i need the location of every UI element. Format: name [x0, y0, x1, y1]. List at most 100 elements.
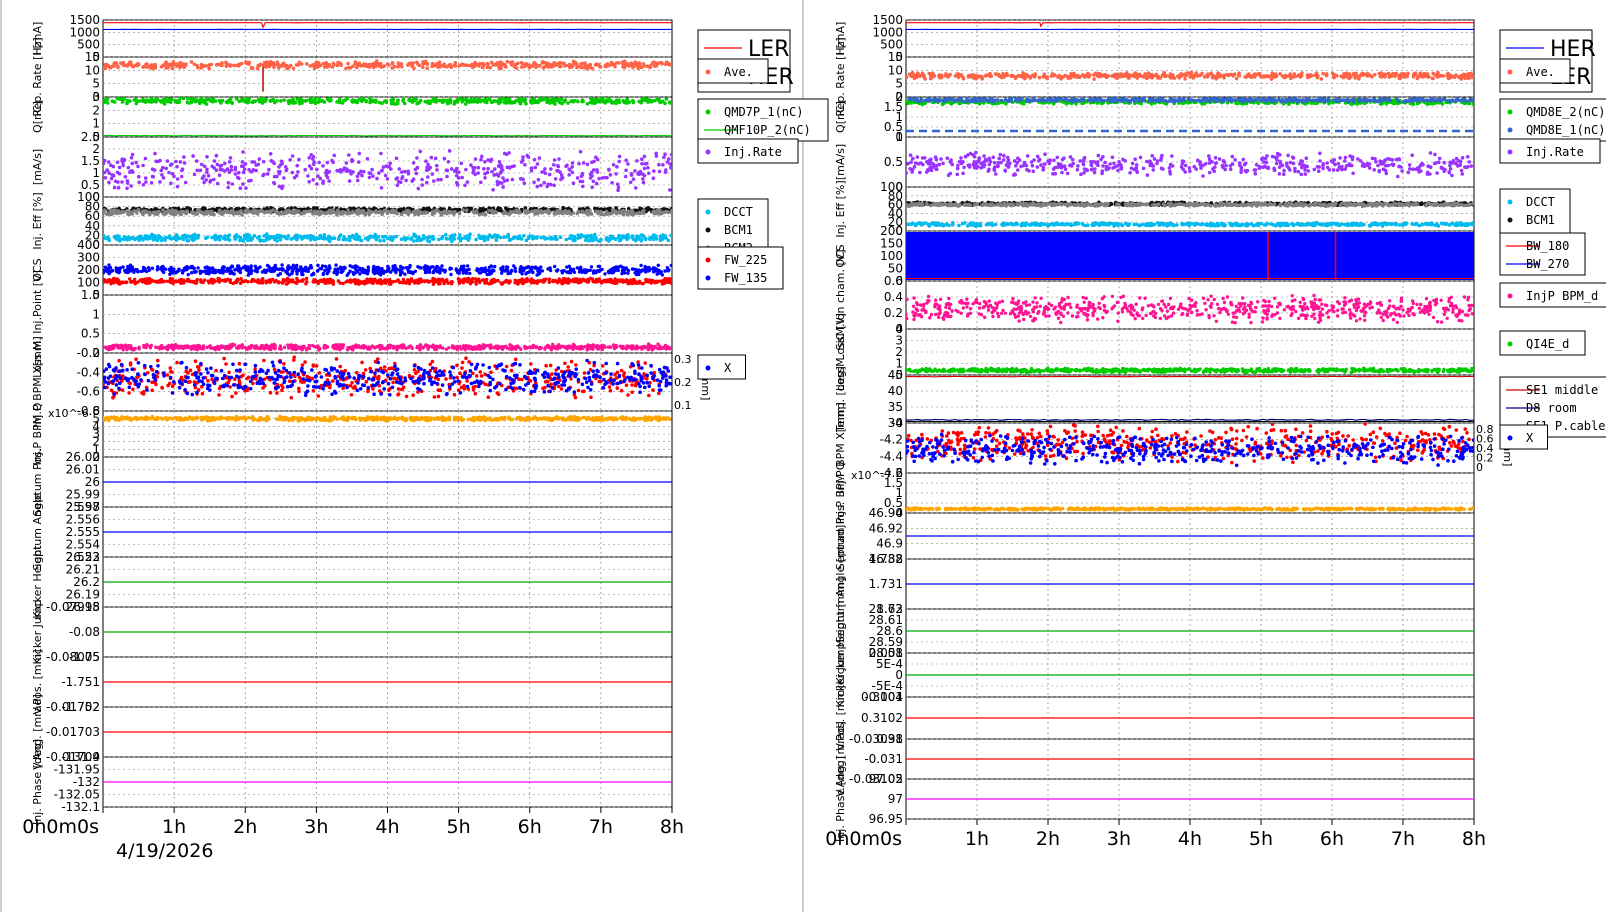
legend-label: X — [1526, 431, 1534, 445]
y-tick-label: 3 — [92, 90, 100, 104]
x-date-label: 4/19/2026 — [116, 840, 213, 862]
y-tick-label: -0.03098 — [849, 732, 903, 746]
y-tick-label: 0.4 — [884, 290, 903, 304]
y-tick-label: 97.05 — [869, 772, 903, 786]
x-tick-label: 0h0m0s — [825, 828, 902, 850]
legend-label: QI4E_d — [1526, 337, 1569, 351]
legend-swatch — [1508, 342, 1513, 347]
x-tick-label: 0h0m0s — [22, 816, 99, 838]
legend-label: Ave. — [1526, 65, 1555, 79]
legend-label: D8 room — [1526, 401, 1577, 415]
x-tick-label: 2h — [1036, 828, 1060, 850]
y-tick-label: 1 — [92, 117, 100, 131]
y-tick-label: 97 — [888, 792, 903, 806]
legend-7: QI4E_d — [1500, 331, 1585, 355]
legend-5: BW_180 BW_270 — [1500, 233, 1585, 275]
y-axis-label: Q[nC] — [834, 101, 847, 133]
y-tick-label: -0.4 — [77, 365, 100, 379]
legend-label: Inj.Rate — [1526, 145, 1584, 159]
y-tick-label: 1 — [92, 307, 100, 321]
y-tick-label: 1 — [895, 130, 903, 144]
x-tick-label: 7h — [589, 816, 613, 838]
y-tick-label: 46.94 — [869, 506, 903, 520]
legend-label: FW_225 — [724, 253, 767, 267]
x-tick-label: 8h — [1462, 828, 1486, 850]
x-tick-label: 6h — [1320, 828, 1344, 850]
y-tick-label: -0.01703 — [46, 725, 100, 739]
y-axis-label: Inj. Eff [%] — [31, 192, 44, 249]
y-tick-label: -4.2 — [880, 433, 903, 447]
legend-7: X — [698, 355, 746, 379]
y-tick-label: 5 — [895, 77, 903, 91]
y-tick-label: 46.9 — [876, 537, 903, 551]
legend-swatch — [1508, 436, 1513, 441]
right-y-tick-label: 0.3 — [674, 353, 692, 366]
y-tick-label: -132.1 — [61, 800, 100, 814]
legend-label: HER — [1550, 37, 1596, 62]
legend-2: QMD8E_2(nC)QMD8E_1(nC) — [1500, 99, 1606, 141]
y-tick-label: -0.031 — [864, 752, 903, 766]
y-tick-label: -0.08 — [69, 625, 100, 639]
y-multiplier: x10^-7 — [851, 469, 892, 482]
y-tick-label: 15 — [888, 50, 903, 64]
y-tick-label: -1.751 — [61, 675, 100, 689]
y-tick-label: 35 — [888, 400, 903, 414]
right-y-tick-label: 0.1 — [674, 399, 692, 412]
x-tick-label: 1h — [162, 816, 186, 838]
y-tick-label: 45 — [888, 368, 903, 382]
legend-label: DCCT — [1526, 195, 1555, 209]
legend-label: LER — [748, 37, 789, 62]
legend-label: BCM1 — [724, 223, 753, 237]
y-tick-label: -0.2 — [77, 346, 100, 360]
legend-label: BW_180 — [1526, 239, 1569, 253]
legend-swatch — [1508, 200, 1513, 205]
legend-swatch — [706, 150, 711, 155]
y-tick-label: -0.07995 — [46, 600, 100, 614]
legend-3: Inj.Rate — [698, 139, 798, 163]
legend-swatch — [1508, 218, 1513, 223]
legend-9: X — [1500, 425, 1548, 449]
legend-label: QMD8E_2(nC) — [1526, 105, 1605, 119]
legend-swatch — [1508, 110, 1513, 115]
y-tick-label: 10 — [85, 63, 100, 77]
y-tick-label: 1.5 — [81, 288, 100, 302]
legend-6: InjP BPM_d — [1500, 283, 1606, 307]
y-tick-label: 2 — [92, 103, 100, 117]
x-tick-label: 5h — [447, 816, 471, 838]
legend-label: Ave. — [724, 65, 753, 79]
legend-label: DCCT — [724, 205, 753, 219]
legend-box — [1500, 425, 1548, 449]
legend-label: QMD7P_1(nC) — [724, 105, 803, 119]
x-tick-label: 6h — [518, 816, 542, 838]
x-tick-label: 7h — [1391, 828, 1415, 850]
legend-swatch — [706, 366, 711, 371]
legend-label: QMF10P_2(nC) — [724, 123, 811, 137]
x-tick-label: 3h — [1107, 828, 1131, 850]
legend-1: Ave. — [1500, 59, 1570, 83]
legend-label: BW_270 — [1526, 257, 1569, 271]
y-tick-label: 1.731 — [869, 577, 903, 591]
legend-2: QMD7P_1(nC) QMF10P_2(nC) — [698, 99, 828, 141]
legend-swatch — [706, 276, 711, 281]
y-tick-label: 0.5 — [81, 327, 100, 341]
legend-swatch — [706, 228, 711, 233]
legend-label: FW_135 — [724, 271, 767, 285]
x-tick-label: 8h — [660, 816, 684, 838]
y-tick-label: -4.4 — [880, 449, 903, 463]
legend-box — [698, 355, 746, 379]
legend-swatch — [1508, 70, 1513, 75]
legend-3: Inj.Rate — [1500, 139, 1600, 163]
legend-swatch — [706, 258, 711, 263]
y-axis-label: [mA/s] — [834, 144, 847, 180]
x-tick-label: 2h — [233, 816, 257, 838]
x-tick-label: 4h — [1178, 828, 1202, 850]
legend-1: Ave. — [698, 59, 768, 83]
y-tick-label: 10 — [888, 63, 903, 77]
y-tick-label: -1.75 — [69, 650, 100, 664]
legend-swatch — [1508, 128, 1513, 133]
y-tick-label: 0.3104 — [861, 690, 903, 704]
legend-label: SE1 middle — [1526, 383, 1598, 397]
legend-label: BCM1 — [1526, 213, 1555, 227]
legend-swatch — [706, 70, 711, 75]
